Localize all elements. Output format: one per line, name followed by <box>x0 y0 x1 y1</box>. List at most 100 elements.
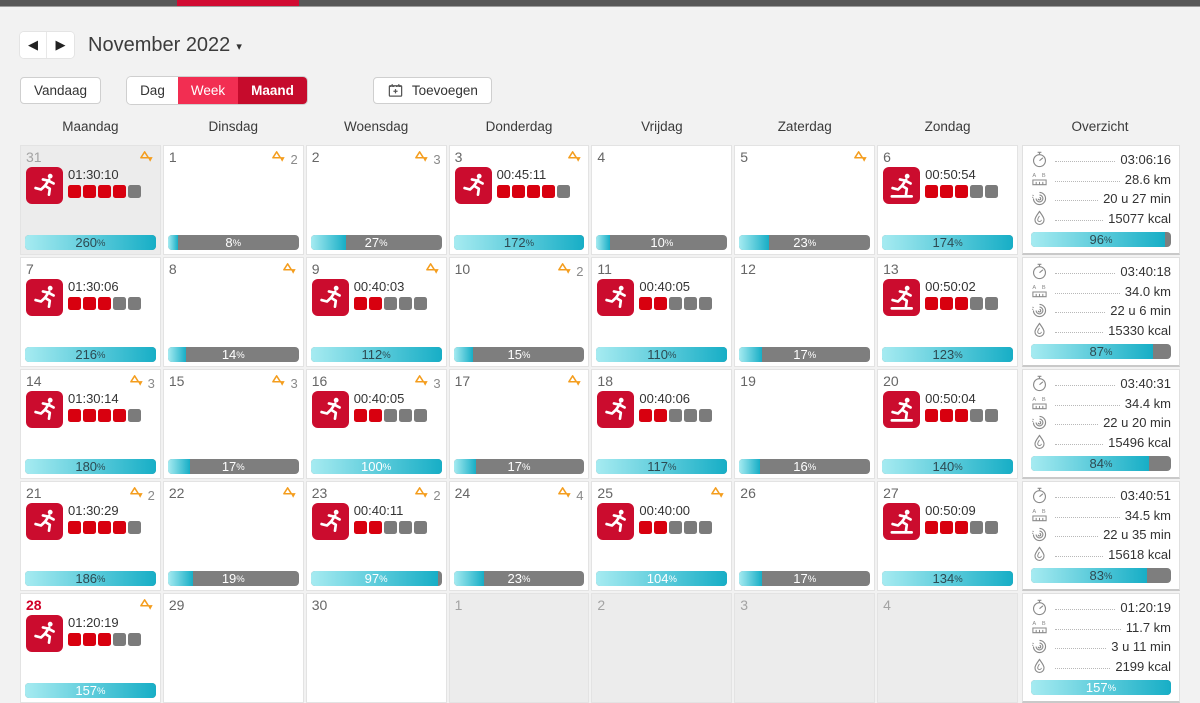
training-target-badge[interactable] <box>852 150 869 169</box>
day-cell[interactable]: 3 00:45:11 172% <box>448 145 590 255</box>
training-target-badge[interactable]: 3 <box>128 374 155 393</box>
progress-value: 112 <box>361 347 383 362</box>
workout-entry[interactable]: 01:30:06 <box>26 279 155 316</box>
day-cell[interactable]: 8 14% <box>162 257 304 367</box>
day-cell[interactable]: 28 01:20:19 157% <box>20 593 161 703</box>
add-button[interactable]: Toevoegen <box>372 77 492 104</box>
training-target-badge[interactable]: 3 <box>413 150 441 169</box>
day-cell[interactable]: 23 2 00:40:11 97% <box>305 481 447 591</box>
workout-entry[interactable]: 00:40:11 <box>311 503 441 540</box>
running-icon[interactable] <box>311 503 349 540</box>
workout-entry[interactable]: 00:50:09 <box>883 503 1012 540</box>
running-icon[interactable] <box>597 503 635 540</box>
day-cell[interactable]: 13 00:50:02 123% <box>877 257 1018 367</box>
running-icon[interactable] <box>26 279 63 316</box>
workout-entry[interactable]: 01:20:19 <box>26 615 155 652</box>
next-month-button[interactable]: ▶ <box>47 32 74 58</box>
month-title-dropdown[interactable]: November 2022 ▾ <box>88 34 242 57</box>
workout-entry[interactable]: 01:30:14 <box>26 391 155 428</box>
workout-entry[interactable]: 00:40:00 <box>597 503 726 540</box>
training-target-badge[interactable]: 3 <box>413 374 441 393</box>
workout-entry[interactable]: 00:45:11 <box>454 167 584 204</box>
day-cell[interactable]: 21 2 01:30:29 186% <box>20 481 161 591</box>
running-icon[interactable] <box>26 167 63 204</box>
day-cell[interactable]: 27 00:50:09 134% <box>877 481 1018 591</box>
day-cell[interactable]: 20 00:50:04 140% <box>877 369 1018 479</box>
training-target-badge[interactable] <box>281 486 298 505</box>
month-view-button[interactable]: Maand <box>238 77 307 104</box>
treadmill-running-icon[interactable] <box>883 167 921 204</box>
day-cell[interactable]: 16 3 00:40:05 100% <box>305 369 447 479</box>
day-cell[interactable]: 10 2 15% <box>448 257 590 367</box>
day-cell[interactable]: 11 00:40:05 110% <box>591 257 733 367</box>
training-target-badge[interactable]: 2 <box>270 150 298 169</box>
training-target-badge[interactable] <box>138 150 155 169</box>
day-cell[interactable]: 31 01:30:10 260% <box>20 145 161 255</box>
day-cell[interactable]: 3 <box>734 593 876 703</box>
running-icon[interactable] <box>454 167 492 204</box>
treadmill-running-icon[interactable] <box>883 279 921 316</box>
day-cell[interactable]: 25 00:40:00 104% <box>591 481 733 591</box>
day-cell[interactable]: 2 <box>591 593 733 703</box>
running-icon[interactable] <box>311 391 349 428</box>
day-cell[interactable]: 5 23% <box>734 145 876 255</box>
day-cell[interactable]: 15 3 17% <box>162 369 304 479</box>
progress-fill <box>167 347 187 362</box>
day-cell[interactable]: 1 2 8% <box>162 145 304 255</box>
add-button-label: Toevoegen <box>411 83 478 98</box>
training-target-badge[interactable]: 3 <box>270 374 298 393</box>
day-cell[interactable]: 4 <box>877 593 1018 703</box>
workout-entry[interactable]: 00:40:03 <box>311 279 441 316</box>
day-cell[interactable]: 18 00:40:06 117% <box>591 369 733 479</box>
running-icon[interactable] <box>597 391 635 428</box>
previous-month-button[interactable]: ◀ <box>20 32 47 58</box>
training-target-badge[interactable] <box>424 262 441 281</box>
week-view-button[interactable]: Week <box>177 77 239 104</box>
day-cell[interactable]: 7 01:30:06 216% <box>20 257 161 367</box>
day-cell[interactable]: 24 4 23% <box>448 481 590 591</box>
training-target-badge[interactable]: 2 <box>413 486 441 505</box>
day-cell[interactable]: 14 3 01:30:14 180% <box>20 369 161 479</box>
day-cell[interactable]: 19 16% <box>734 369 876 479</box>
running-icon[interactable] <box>26 615 63 652</box>
day-cell[interactable]: 29 <box>162 593 304 703</box>
day-cell[interactable]: 12 17% <box>734 257 876 367</box>
week-summary-cell: 03:40:31 A B 34.4 km 22 u 20 min 15496 kcal 84… <box>1022 369 1180 479</box>
day-view-button[interactable]: Dag <box>127 77 178 104</box>
training-target-badge[interactable] <box>281 262 298 281</box>
workout-entry[interactable]: 00:50:04 <box>883 391 1012 428</box>
today-button[interactable]: Vandaag <box>20 77 102 104</box>
training-target-badge[interactable] <box>566 150 583 169</box>
day-cell[interactable]: 17 17% <box>448 369 590 479</box>
training-target-badge[interactable] <box>138 598 155 617</box>
day-cell[interactable]: 4 10% <box>591 145 733 255</box>
workout-entry[interactable]: 00:40:05 <box>311 391 441 428</box>
workout-entry[interactable]: 00:40:06 <box>597 391 726 428</box>
training-target-badge[interactable]: 4 <box>556 486 583 505</box>
day-cell[interactable]: 2 3 27% <box>305 145 447 255</box>
running-icon[interactable] <box>26 391 63 428</box>
workout-entry[interactable]: 00:50:02 <box>883 279 1012 316</box>
day-cell[interactable]: 26 17% <box>734 481 876 591</box>
running-icon[interactable] <box>311 279 349 316</box>
training-target-badge[interactable]: 2 <box>556 262 583 281</box>
day-cell[interactable]: 1 <box>448 593 590 703</box>
progress-fill <box>25 459 156 474</box>
training-target-badge[interactable] <box>709 486 726 505</box>
running-icon[interactable] <box>597 279 635 316</box>
weekday-header: Dinsdag <box>208 119 259 134</box>
workout-entry[interactable]: 00:50:54 <box>883 167 1012 204</box>
active-tab-indicator[interactable] <box>177 0 299 6</box>
workout-entry[interactable]: 00:40:05 <box>597 279 726 316</box>
day-cell[interactable]: 30 <box>305 593 447 703</box>
day-cell[interactable]: 22 19% <box>162 481 304 591</box>
running-icon[interactable] <box>26 503 63 540</box>
treadmill-running-icon[interactable] <box>883 503 921 540</box>
day-cell[interactable]: 6 00:50:54 174% <box>877 145 1018 255</box>
treadmill-running-icon[interactable] <box>883 391 921 428</box>
workout-entry[interactable]: 01:30:10 <box>26 167 155 204</box>
training-target-badge[interactable]: 2 <box>128 486 155 505</box>
training-target-badge[interactable] <box>566 374 583 393</box>
day-cell[interactable]: 9 00:40:03 112% <box>305 257 447 367</box>
workout-entry[interactable]: 01:30:29 <box>26 503 155 540</box>
